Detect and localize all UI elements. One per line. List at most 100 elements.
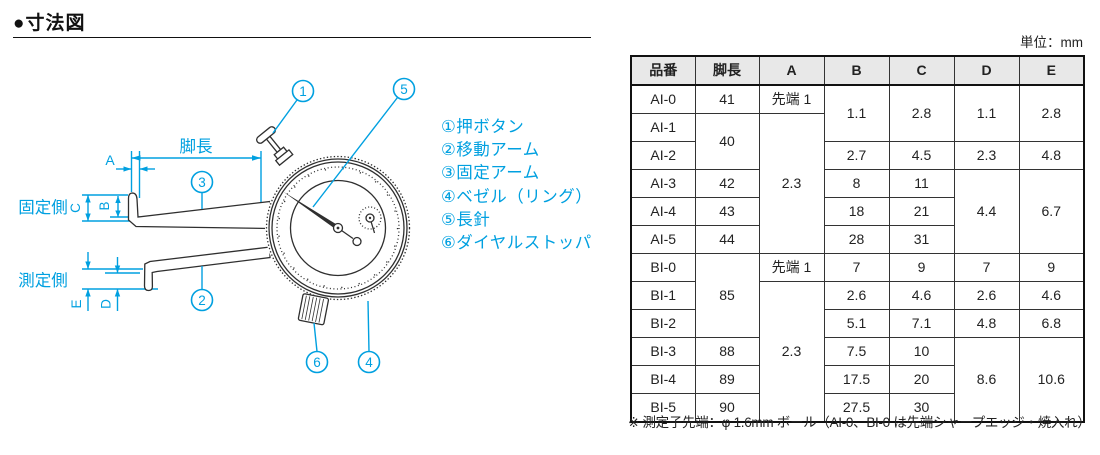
- legend-item-4: ④ベゼル（リング）: [441, 187, 593, 206]
- cell: BI-5: [630, 393, 696, 423]
- callout-5-circle: [392, 77, 416, 101]
- cell: 先端 1: [758, 84, 825, 114]
- cell: 43: [694, 197, 760, 226]
- table-row: BI-2 5.1 7.1 4.8 6.8: [630, 309, 1085, 338]
- cell: 42: [694, 169, 760, 198]
- table-row: BI-1 2.3 2.6 4.6 2.6 4.6: [630, 281, 1085, 423]
- callout-lines: [201, 97, 399, 352]
- table-row: BI-5 90 27.5 30: [630, 393, 1084, 423]
- cell: 18: [823, 197, 890, 226]
- cell: 20: [888, 365, 955, 394]
- cell: 21: [888, 197, 955, 226]
- cell: AI-3: [630, 169, 696, 198]
- callout-3-circle: [190, 170, 214, 194]
- cell: 7.1: [888, 309, 955, 338]
- callout-4-circle: [357, 350, 381, 374]
- cell: BI-0: [630, 253, 696, 282]
- cell: 4.4: [953, 169, 1020, 254]
- table-row: AI-1 40 2.3: [630, 113, 1084, 254]
- cell: 31: [888, 225, 955, 254]
- legend-item-3: ③固定アーム: [441, 164, 540, 183]
- cell: 6.7: [1018, 169, 1085, 254]
- leg-length-label: 脚長: [180, 137, 214, 156]
- cell: 7.5: [823, 337, 890, 366]
- legend-item-5: ⑤長針: [441, 210, 491, 229]
- cell: AI-5: [630, 225, 696, 254]
- col-header-hinban: 品番: [630, 55, 696, 86]
- push-button-stem: [265, 135, 282, 154]
- cell: 85: [694, 253, 760, 338]
- cell: BI-4: [630, 365, 696, 394]
- cell: 10.6: [1018, 337, 1085, 423]
- page-title: ●寸法図: [13, 13, 86, 34]
- revolution-subdial: [358, 206, 382, 234]
- fixed-side-label: 固定側: [18, 198, 68, 217]
- legend-item-1: ①押ボタン: [441, 118, 525, 136]
- dial-stopper-knob: [297, 293, 330, 326]
- dim-c-label: C: [68, 203, 83, 213]
- dimension-labels: 脚長 A 固定側 測定側 C B E D: [18, 137, 213, 309]
- dimension-table: 品番 脚長 A B C D E AI-0 41 先端 1 1.1 2.8 1.1…: [630, 55, 1085, 423]
- table-row: AI-0 41 先端 1 1.1 2.8 1.1 2.8: [630, 84, 1085, 142]
- cell: 1.1: [823, 84, 890, 142]
- table-row: BI-4 89 17.5 20: [630, 365, 1084, 394]
- callout-3: 3: [198, 175, 206, 190]
- table-row: BI-3 88 7.5 10 8.6 10.6: [630, 337, 1085, 423]
- dimension-lines: [82, 151, 262, 311]
- callout-2: 2: [198, 293, 206, 308]
- cell: 4.5: [888, 141, 955, 170]
- callout-1: 1: [299, 84, 307, 99]
- cell: 2.6: [823, 281, 890, 310]
- gauge-drawing: 1 5 3 2 6 4 脚長 A 固定側 測定側 C B E D: [18, 77, 416, 374]
- cell: 7: [953, 253, 1020, 282]
- col-header-c: C: [888, 55, 955, 86]
- cell: BI-3: [630, 337, 696, 366]
- unit-label: 単位：mm: [1020, 35, 1083, 50]
- cell: 2.8: [1018, 84, 1085, 142]
- cell: 11: [888, 169, 955, 198]
- cell: 44: [694, 225, 760, 254]
- table-header-row: 品番 脚長 A B C D E: [630, 55, 1085, 86]
- col-header-e: E: [1018, 55, 1085, 86]
- table-row: AI-4 43 18 21: [630, 197, 1084, 226]
- dimension-diagram: 1 5 3 2 6 4 脚長 A 固定側 測定側 C B E D ①押ボタン ②…: [0, 40, 620, 450]
- callout-1-circle: [291, 79, 315, 103]
- legend-item-6: ⑥ダイヤルストッパ: [441, 234, 592, 253]
- cell: AI-1: [630, 113, 696, 142]
- col-header-a: A: [758, 55, 825, 86]
- moving-arm: [143, 246, 271, 292]
- col-header-legs: 脚長: [694, 55, 760, 86]
- callout-6: 6: [313, 355, 321, 370]
- cell: AI-2: [630, 141, 696, 170]
- cell: 4.8: [1018, 141, 1085, 170]
- col-header-d: D: [953, 55, 1020, 86]
- cell: 6.8: [1018, 309, 1085, 338]
- cell: 27.5: [823, 393, 890, 423]
- cell: 28: [823, 225, 890, 254]
- cell: AI-0: [630, 84, 696, 114]
- cell: 9: [888, 253, 955, 282]
- cell: 17.5: [823, 365, 890, 394]
- cell: 4.6: [1018, 281, 1085, 310]
- callout-4: 4: [365, 355, 373, 370]
- dim-e-label: E: [69, 299, 84, 308]
- cell: 40: [694, 113, 760, 170]
- cell: 41: [694, 84, 760, 114]
- table-row: AI-3 42 8 11 4.4 6.7: [630, 169, 1085, 254]
- dim-a-label: A: [105, 152, 115, 168]
- fixed-arm: [127, 192, 271, 230]
- cell: 88: [694, 337, 760, 366]
- title-divider: [13, 37, 591, 38]
- legend-item-2: ②移動アーム: [441, 141, 540, 160]
- measuring-side-label: 測定側: [18, 271, 68, 290]
- cell: 7: [823, 253, 890, 282]
- dim-b-label: B: [97, 201, 112, 210]
- table-footnote: ※ 測定子先端：φ 1.6mm ボール（AI-0、BI-0 は先端シャープエッジ…: [628, 415, 1091, 430]
- cell: 2.3: [758, 281, 825, 423]
- needle-counterweight: [352, 236, 362, 247]
- cell: 9: [1018, 253, 1085, 282]
- cell: 2.7: [823, 141, 890, 170]
- cell: 2.3: [953, 141, 1020, 170]
- cell: 89: [694, 365, 760, 394]
- cell: 2.8: [888, 84, 955, 142]
